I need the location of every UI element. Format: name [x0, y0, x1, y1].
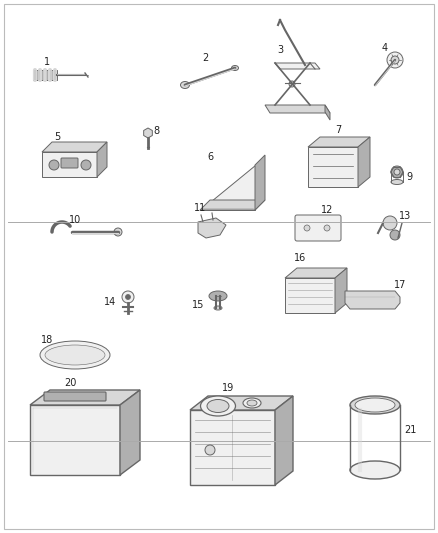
Polygon shape [200, 200, 265, 210]
Text: 9: 9 [406, 172, 412, 182]
Polygon shape [285, 278, 335, 313]
Text: 6: 6 [207, 152, 213, 162]
Text: 12: 12 [321, 205, 333, 215]
Circle shape [49, 160, 59, 170]
Ellipse shape [214, 306, 222, 310]
Polygon shape [358, 137, 370, 187]
Text: 15: 15 [192, 300, 204, 310]
Polygon shape [308, 137, 370, 147]
FancyBboxPatch shape [295, 215, 341, 241]
Text: 5: 5 [54, 132, 60, 142]
Text: 8: 8 [153, 126, 159, 136]
Polygon shape [308, 147, 358, 187]
Text: 4: 4 [382, 43, 388, 53]
Text: 13: 13 [399, 211, 411, 221]
Circle shape [394, 169, 400, 175]
Polygon shape [325, 105, 330, 120]
Text: 17: 17 [394, 280, 406, 290]
Ellipse shape [247, 400, 257, 406]
Polygon shape [190, 396, 293, 410]
Circle shape [114, 228, 122, 236]
Text: 10: 10 [69, 215, 81, 225]
Ellipse shape [391, 180, 403, 184]
Polygon shape [345, 291, 400, 309]
Ellipse shape [40, 341, 110, 369]
Ellipse shape [387, 52, 403, 68]
Polygon shape [97, 142, 107, 177]
Ellipse shape [243, 398, 261, 408]
Circle shape [324, 225, 330, 231]
Ellipse shape [45, 345, 105, 365]
Text: 21: 21 [404, 425, 416, 435]
Ellipse shape [391, 56, 399, 64]
Polygon shape [120, 390, 140, 475]
Ellipse shape [350, 461, 400, 479]
Text: 16: 16 [294, 253, 306, 263]
Polygon shape [144, 128, 152, 138]
Ellipse shape [201, 396, 236, 416]
Polygon shape [198, 218, 226, 238]
Polygon shape [265, 105, 330, 113]
Polygon shape [30, 405, 120, 475]
Text: 18: 18 [41, 335, 53, 345]
Circle shape [391, 166, 403, 178]
Text: 14: 14 [104, 297, 116, 307]
Polygon shape [255, 155, 265, 210]
FancyBboxPatch shape [42, 152, 97, 177]
Ellipse shape [232, 66, 239, 70]
Text: 20: 20 [64, 378, 76, 388]
Text: 7: 7 [335, 125, 341, 135]
Polygon shape [30, 390, 140, 405]
FancyBboxPatch shape [61, 158, 78, 168]
FancyBboxPatch shape [44, 392, 106, 401]
Text: 3: 3 [277, 45, 283, 55]
Polygon shape [200, 165, 255, 210]
Text: 11: 11 [194, 203, 206, 213]
Circle shape [81, 160, 91, 170]
Circle shape [122, 291, 134, 303]
Circle shape [126, 295, 131, 300]
Polygon shape [33, 70, 57, 80]
Polygon shape [285, 268, 347, 278]
Ellipse shape [350, 396, 400, 414]
Polygon shape [275, 63, 320, 69]
Ellipse shape [207, 400, 229, 413]
Ellipse shape [180, 82, 190, 88]
Polygon shape [275, 396, 293, 485]
Circle shape [289, 81, 295, 87]
Circle shape [205, 445, 215, 455]
Ellipse shape [355, 398, 395, 412]
Text: 2: 2 [202, 53, 208, 63]
Circle shape [383, 216, 397, 230]
Ellipse shape [209, 291, 227, 301]
Text: 19: 19 [222, 383, 234, 393]
Circle shape [304, 225, 310, 231]
Text: 1: 1 [44, 57, 50, 67]
Circle shape [390, 230, 400, 240]
Polygon shape [42, 142, 107, 152]
Polygon shape [190, 410, 275, 485]
Polygon shape [335, 268, 347, 313]
